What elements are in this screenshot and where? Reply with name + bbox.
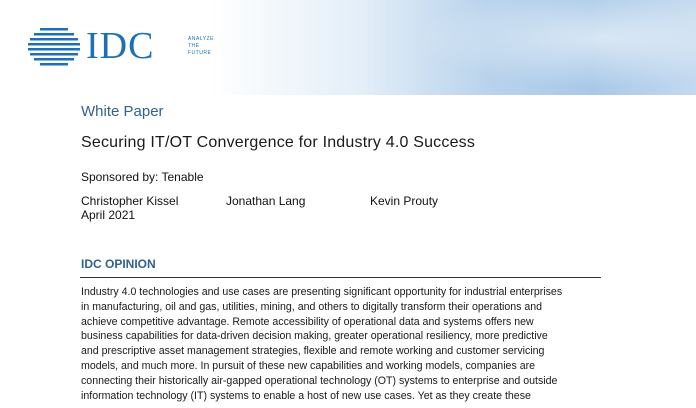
doc-type: White Paper xyxy=(81,103,164,120)
sponsor: Sponsored by: Tenable xyxy=(81,170,204,184)
header-glow xyxy=(380,0,696,95)
author: Kevin Prouty xyxy=(370,194,439,208)
section-heading: IDC OPINION xyxy=(81,257,156,271)
paragraph-line: in manufacturing, oil and gas, utilities… xyxy=(81,300,543,313)
author: Christopher Kissel xyxy=(81,194,179,208)
section-rule xyxy=(80,277,601,278)
logo-tagline: ANALYZE xyxy=(188,36,214,42)
header-band xyxy=(0,0,696,95)
logo-globe xyxy=(28,28,80,66)
paragraph-line: Industry 4.0 technologies and use cases … xyxy=(81,286,563,298)
author: Jonathan Lang xyxy=(226,194,306,208)
paragraph-line: information technology (IT) systems to e… xyxy=(81,389,531,402)
doc-title: Securing IT/OT Convergence for Industry … xyxy=(81,134,476,151)
paragraph-line: connecting their historically air-gapped… xyxy=(81,374,558,387)
paragraph-line: and prescriptive asset management strate… xyxy=(81,345,545,358)
paragraph-line: business capabilities for data-driven de… xyxy=(81,330,548,343)
date: April 2021 xyxy=(81,208,136,222)
logo-name: IDC xyxy=(86,25,155,67)
logo-tagline: THE xyxy=(188,43,200,49)
paragraph-line: achieve competitive advantage. Remote ac… xyxy=(81,315,534,328)
logo-tagline: FUTURE xyxy=(188,50,212,56)
paragraph-line: models, and much more. In pursuit of the… xyxy=(81,360,536,372)
